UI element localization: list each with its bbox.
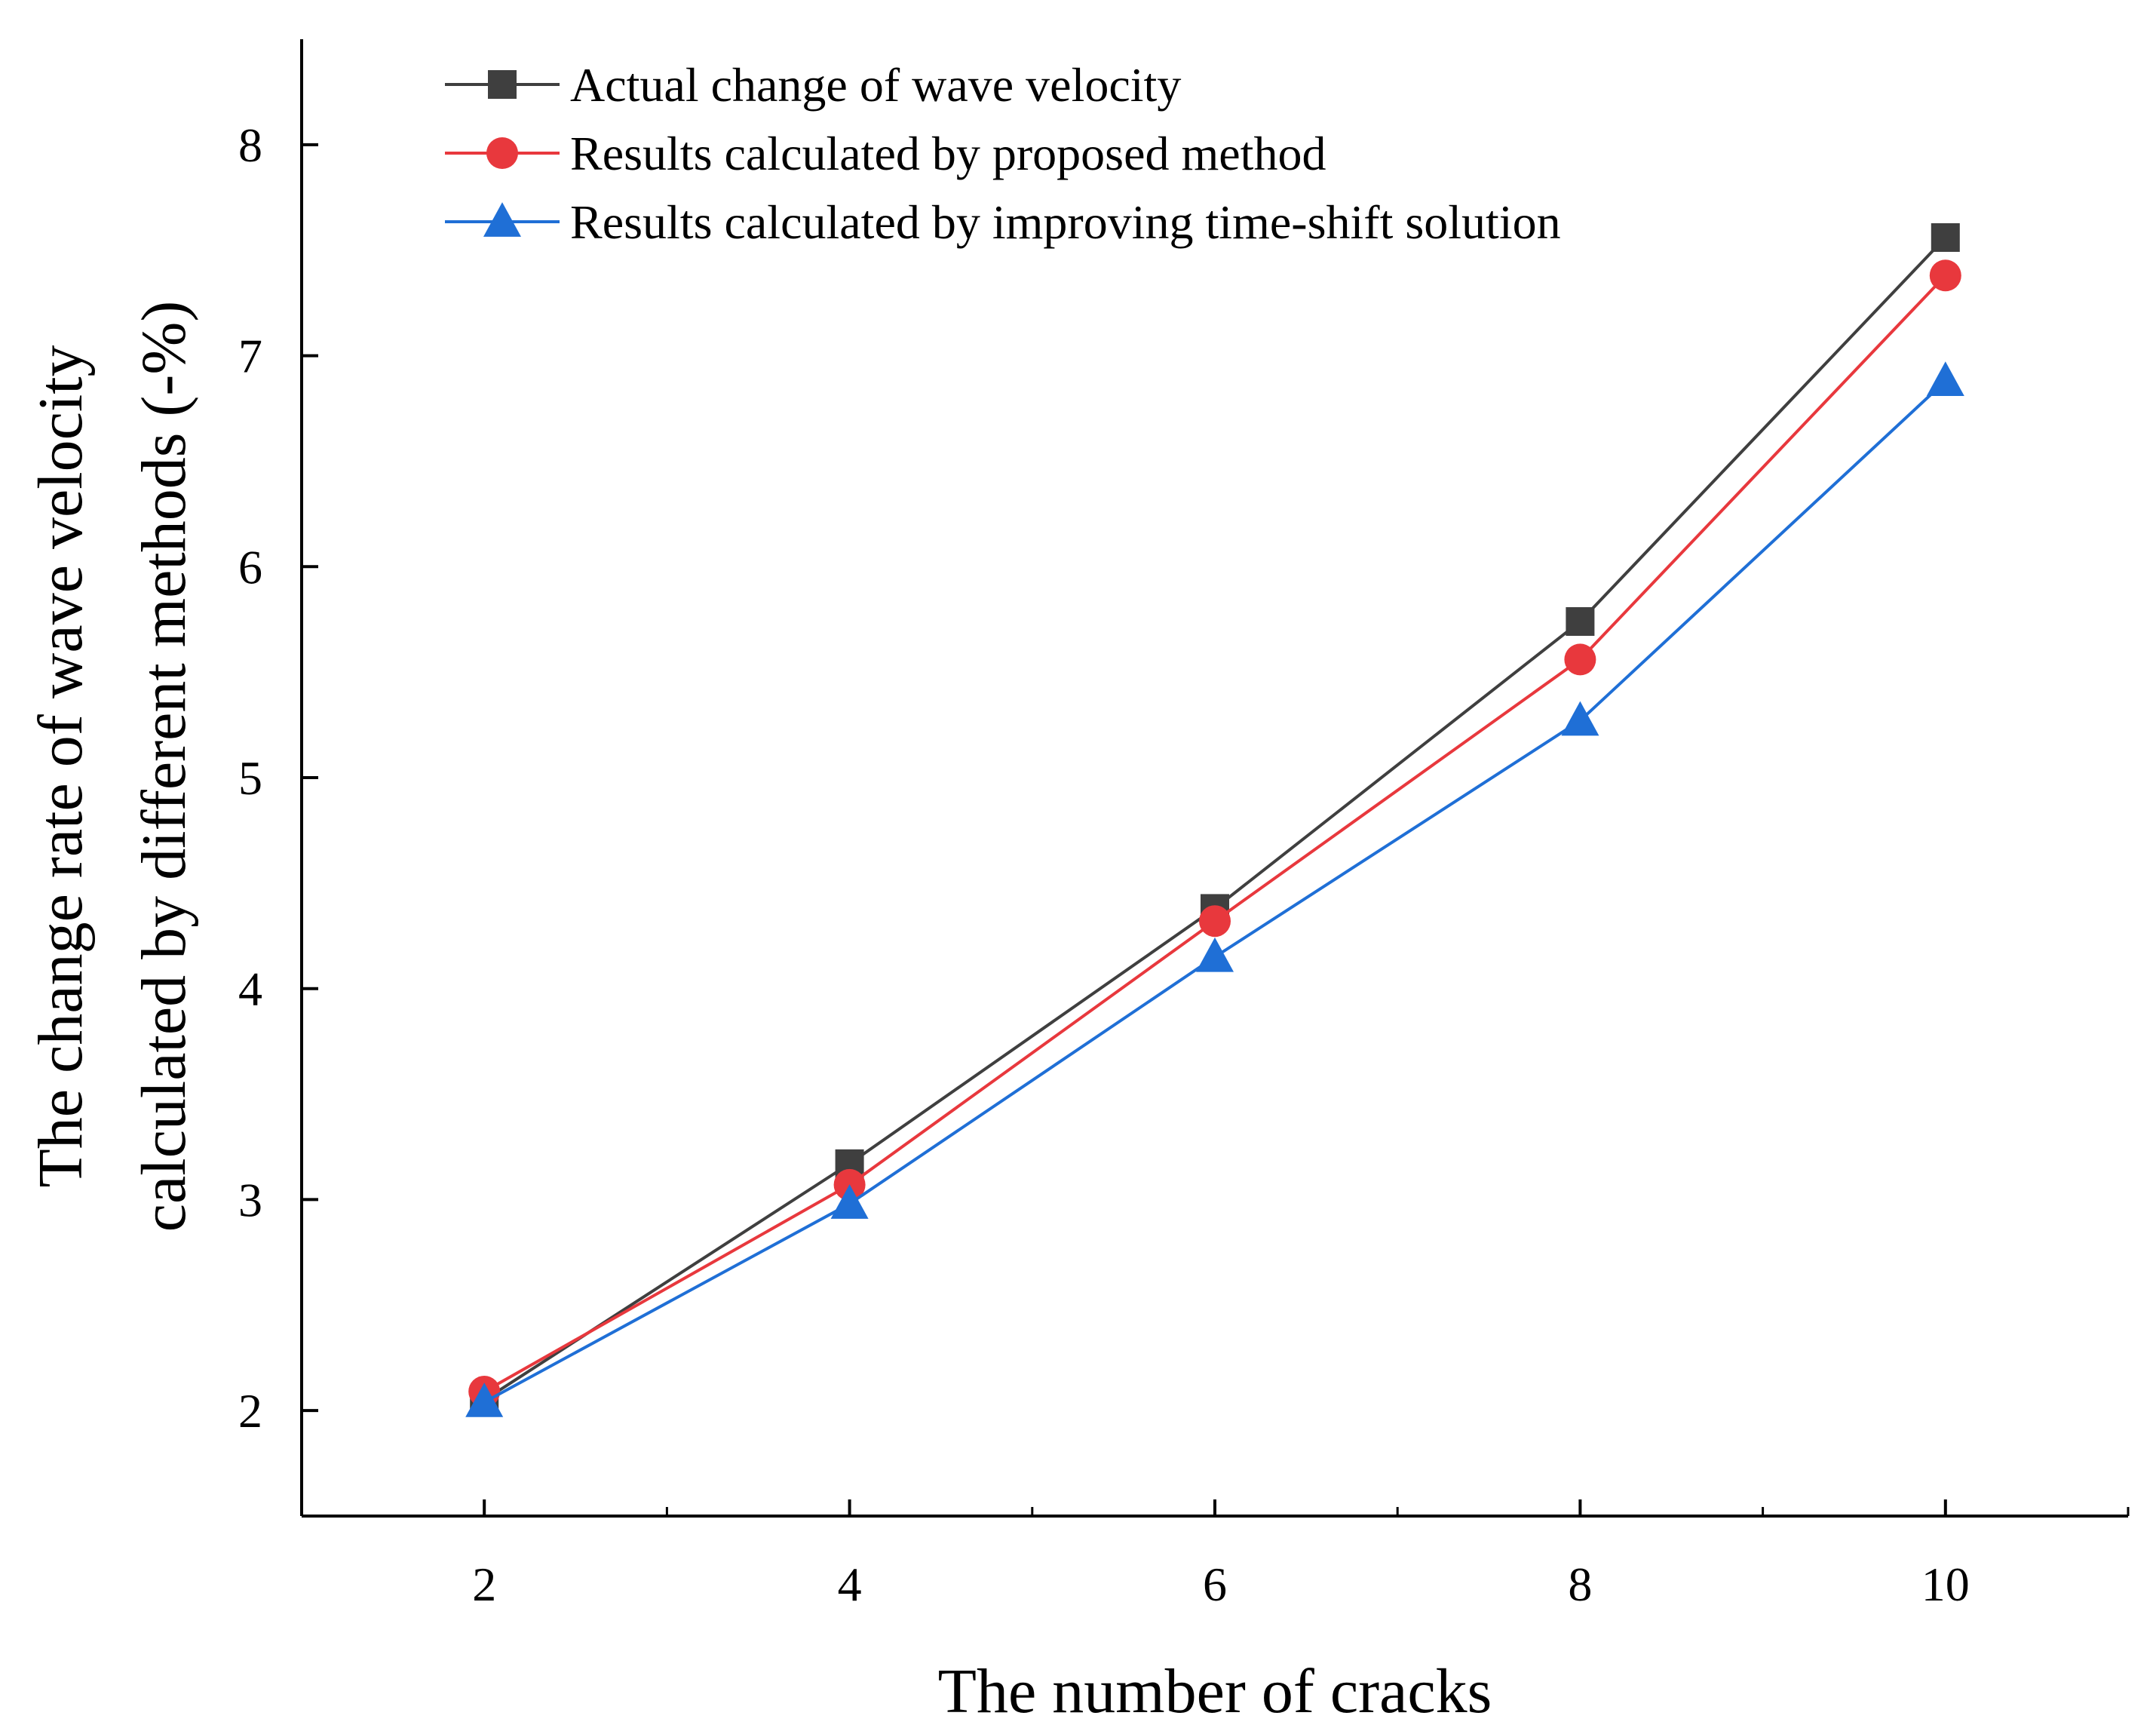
- x-tick-label: 6: [1203, 1558, 1227, 1611]
- data-point-square: [1931, 223, 1960, 252]
- y-tick-label: 8: [238, 118, 262, 172]
- series-3: [465, 361, 1964, 1417]
- x-tick-label: 4: [838, 1558, 862, 1611]
- y-axis-title: The change rate of wave velocity calcula…: [26, 301, 199, 1232]
- axes: 2 4 6 8 10 2 3 4 5 6 7 8: [238, 39, 2130, 1611]
- x-axis-title: The number of cracks: [938, 1656, 1492, 1726]
- legend-label: Results calculated by proposed method: [570, 127, 1326, 180]
- y-tick-label: 5: [238, 751, 262, 805]
- y-tick-label: 4: [238, 962, 262, 1016]
- legend-entry-1: Actual change of wave velocity: [445, 58, 1181, 112]
- series-line: [483, 379, 1947, 1404]
- data-point-triangle: [465, 1383, 504, 1417]
- legend-marker-circle: [486, 137, 518, 169]
- y-tick-label: 2: [238, 1384, 262, 1438]
- y-tick-label: 3: [238, 1173, 262, 1226]
- legend-label: Results calculated by improving time-shi…: [570, 195, 1561, 249]
- legend-marker-square: [488, 70, 517, 99]
- x-tick-label: 10: [1921, 1558, 1970, 1611]
- legend-entry-3: Results calculated by improving time-shi…: [445, 195, 1561, 249]
- data-point-triangle: [1561, 701, 1599, 736]
- series-line: [483, 274, 1947, 1393]
- data-point-triangle: [1926, 361, 1964, 396]
- data-point-circle: [1564, 643, 1596, 676]
- y-tick-label: 7: [238, 330, 262, 383]
- legend: Actual change of wave velocity Results ca…: [445, 58, 1561, 249]
- series-1: [470, 223, 1960, 1415]
- data-point-triangle: [1196, 937, 1234, 972]
- y-tick-label: 6: [238, 540, 262, 594]
- series-layer: [465, 223, 1964, 1417]
- x-tick-label: 2: [472, 1558, 496, 1611]
- series-line: [483, 236, 1947, 1401]
- y-axis-title-line-2: calculated by different methods (-%): [129, 301, 199, 1232]
- data-point-circle: [1929, 259, 1961, 292]
- legend-label: Actual change of wave velocity: [570, 58, 1181, 112]
- data-point-triangle: [830, 1184, 869, 1219]
- data-point-circle: [1199, 905, 1231, 938]
- legend-marker-triangle: [483, 202, 521, 237]
- y-axis-title-line-1: The change rate of wave velocity: [26, 345, 96, 1187]
- series-2: [468, 259, 1961, 1407]
- x-tick-label: 8: [1568, 1558, 1592, 1611]
- legend-entry-2: Results calculated by proposed method: [445, 127, 1326, 180]
- data-point-square: [1566, 607, 1595, 637]
